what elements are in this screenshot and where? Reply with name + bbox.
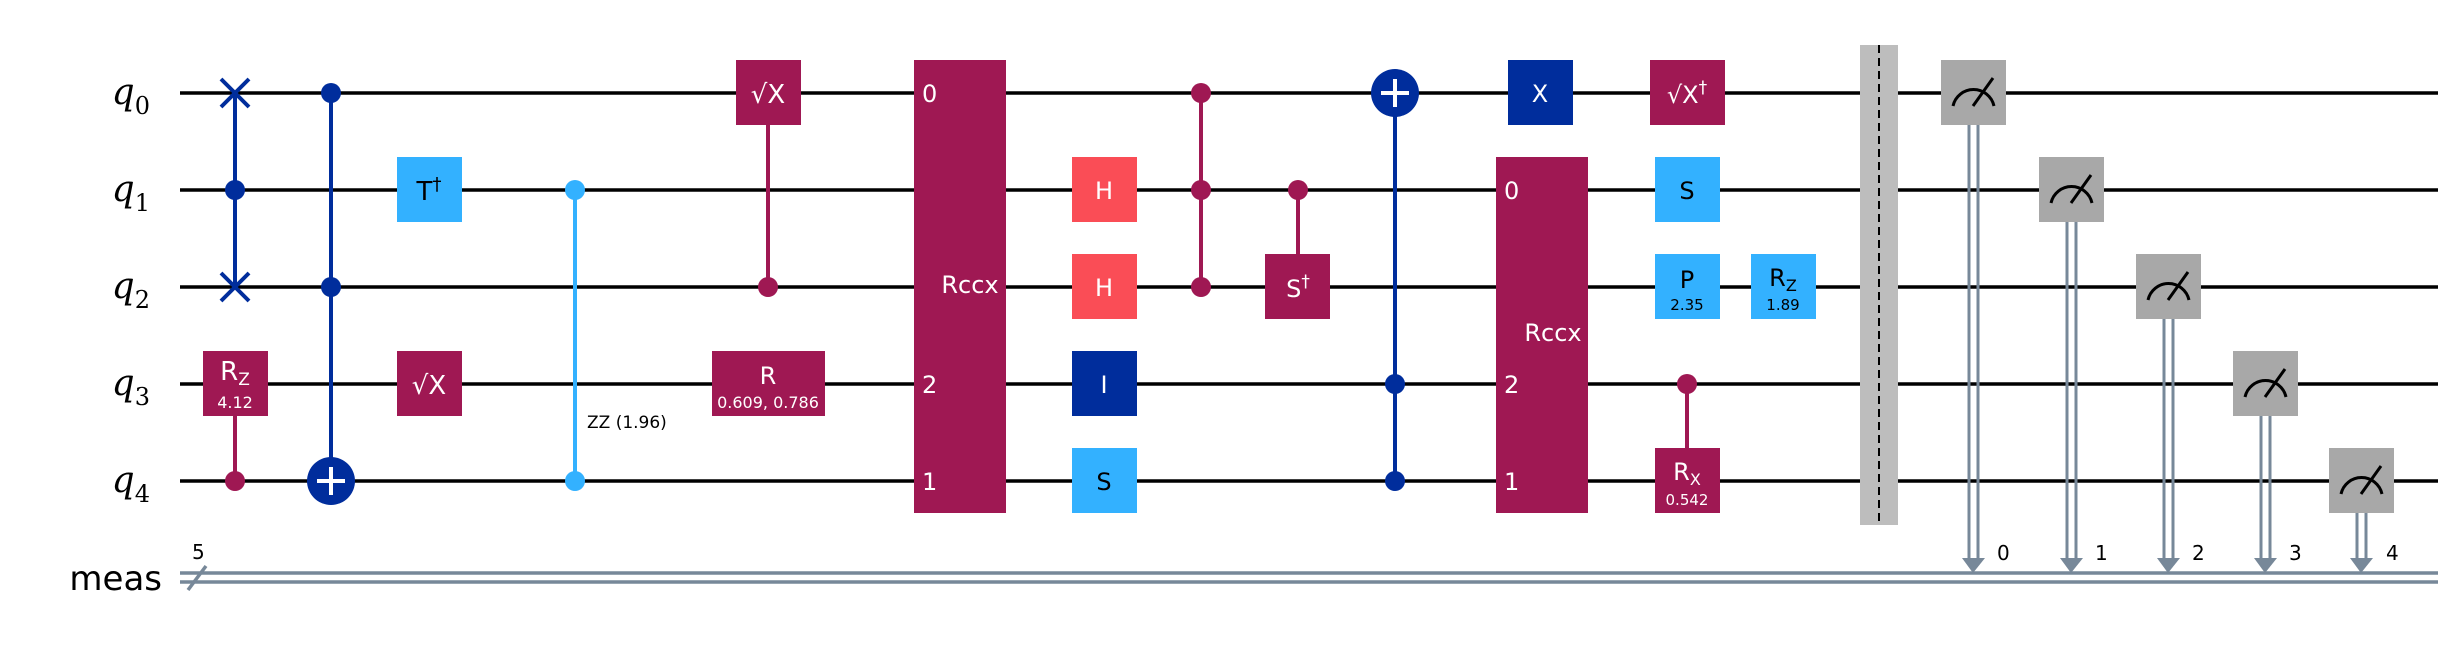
- rccx-gate-1-label: Rccx: [941, 271, 998, 299]
- csx-control-dot-q2: [758, 277, 778, 297]
- p-gate-q2: [1655, 254, 1720, 319]
- ccx-target-q0: [1371, 69, 1419, 117]
- measure-bit-label-3: 3: [2289, 541, 2302, 565]
- rccx-gate-2-port-q1: 0: [1504, 177, 1519, 205]
- ccz-dot-q2: [1191, 277, 1211, 297]
- ccx-control-dot-q3: [1385, 374, 1405, 394]
- measure-q4: [2329, 448, 2394, 573]
- qubit-label-q2: q2: [112, 266, 150, 314]
- sxdg-gate-q0-label: √X†: [1667, 78, 1708, 109]
- swap-cross-q0: [219, 77, 251, 109]
- tdg-gate-q1: [397, 157, 462, 222]
- qubit-label-q4: q4: [112, 460, 150, 508]
- rz-gate-q3-param: 4.12: [217, 393, 253, 412]
- r-gate-q3-label: R: [760, 362, 777, 390]
- rz-gate-q3-label: RZ: [220, 357, 250, 390]
- h-gate-q2: [1072, 254, 1137, 319]
- classical-register-width: 5: [192, 540, 205, 564]
- rccx-gate-2: [1496, 157, 1588, 513]
- h-gate-q2-label: H: [1095, 274, 1113, 302]
- swap-control-dot-q1: [225, 180, 245, 200]
- measure-bit-label-2: 2: [2192, 541, 2205, 565]
- p-gate-q2-label: P: [1680, 266, 1694, 294]
- sx-gate-q3-label: √X: [412, 371, 446, 401]
- rccx-gate-2-port-q4: 1: [1504, 468, 1519, 496]
- p-gate-q2-param: 2.35: [1670, 296, 1703, 314]
- ccz-dot-q1: [1191, 180, 1211, 200]
- crz-control-dot-q4: [225, 471, 245, 491]
- s-gate-q4-label: S: [1096, 468, 1111, 496]
- rccx-gate-1-port-q4: 1: [922, 468, 937, 496]
- measure-q1: [2039, 157, 2104, 573]
- measure-bit-label-4: 4: [2386, 541, 2399, 565]
- rz-gate-q2: [1751, 254, 1816, 319]
- qubit-label-q1: q1: [112, 169, 150, 217]
- measure-q3: [2233, 351, 2298, 573]
- rx-gate-q4: [1655, 448, 1720, 513]
- s-gate-q4: [1072, 448, 1137, 513]
- s-gate-q1-label: S: [1679, 177, 1694, 205]
- ccx-control-dot-q4: [1385, 471, 1405, 491]
- classical-register-slash: [186, 564, 208, 592]
- rccx-gate-1-port-q3: 2: [922, 371, 937, 399]
- zz-dot-q4: [565, 471, 585, 491]
- x-gate-q0-label: X: [1532, 80, 1548, 108]
- rccx-gate-2-label: Rccx: [1524, 319, 1581, 347]
- i-gate-q3: [1072, 351, 1137, 416]
- classical-register-label: meas: [69, 559, 162, 599]
- sx-gate-q0: [736, 60, 801, 125]
- sx-gate-q0-label: √X: [751, 80, 785, 110]
- rz-gate-q2-label: RZ: [1769, 264, 1797, 295]
- rz-gate-q3: [203, 351, 268, 416]
- measure-q2: [2136, 254, 2201, 573]
- x-gate-q0: [1508, 60, 1573, 125]
- ccz-dot-q0: [1191, 83, 1211, 103]
- swap-cross-q2: [219, 271, 251, 303]
- tdg-gate-q1-label: T†: [416, 174, 442, 207]
- measure-bit-label-1: 1: [2095, 541, 2108, 565]
- ccx-control-dot-q0: [321, 83, 341, 103]
- rz-gate-q2-param: 1.89: [1766, 296, 1799, 314]
- sdg-gate-q2-label: S†: [1286, 272, 1310, 303]
- crx-control-dot-q3: [1677, 374, 1697, 394]
- r-gate-q3-param: 0.609, 0.786: [717, 393, 819, 412]
- rx-gate-q4-param: 0.542: [1666, 491, 1709, 509]
- ccx-control-dot-q2: [321, 277, 341, 297]
- s-gate-q1: [1655, 157, 1720, 222]
- sx-gate-q3: [397, 351, 462, 416]
- rccx-gate-1: [914, 60, 1006, 513]
- rccx-gate-1-port-q0: 0: [922, 80, 937, 108]
- h-gate-q1: [1072, 157, 1137, 222]
- csdg-control-dot-q1: [1288, 180, 1308, 200]
- h-gate-q1-label: H: [1095, 177, 1113, 205]
- zz-gate-label: ZZ (1.96): [587, 413, 667, 433]
- r-gate-q3: [712, 351, 825, 416]
- zz-dot-q1: [565, 180, 585, 200]
- ccx-target-q4: [307, 457, 355, 505]
- rccx-gate-2-port-q3: 2: [1504, 371, 1519, 399]
- sxdg-gate-q0: [1650, 60, 1725, 125]
- rx-gate-q4-label: RX: [1673, 458, 1701, 489]
- qubit-label-q3: q3: [112, 363, 150, 411]
- i-gate-q3-label: I: [1100, 371, 1107, 399]
- sdg-gate-q2: [1265, 254, 1330, 319]
- measure-q0: [1941, 60, 2006, 573]
- measure-bit-label-0: 0: [1997, 541, 2010, 565]
- qubit-label-q0: q0: [112, 72, 150, 120]
